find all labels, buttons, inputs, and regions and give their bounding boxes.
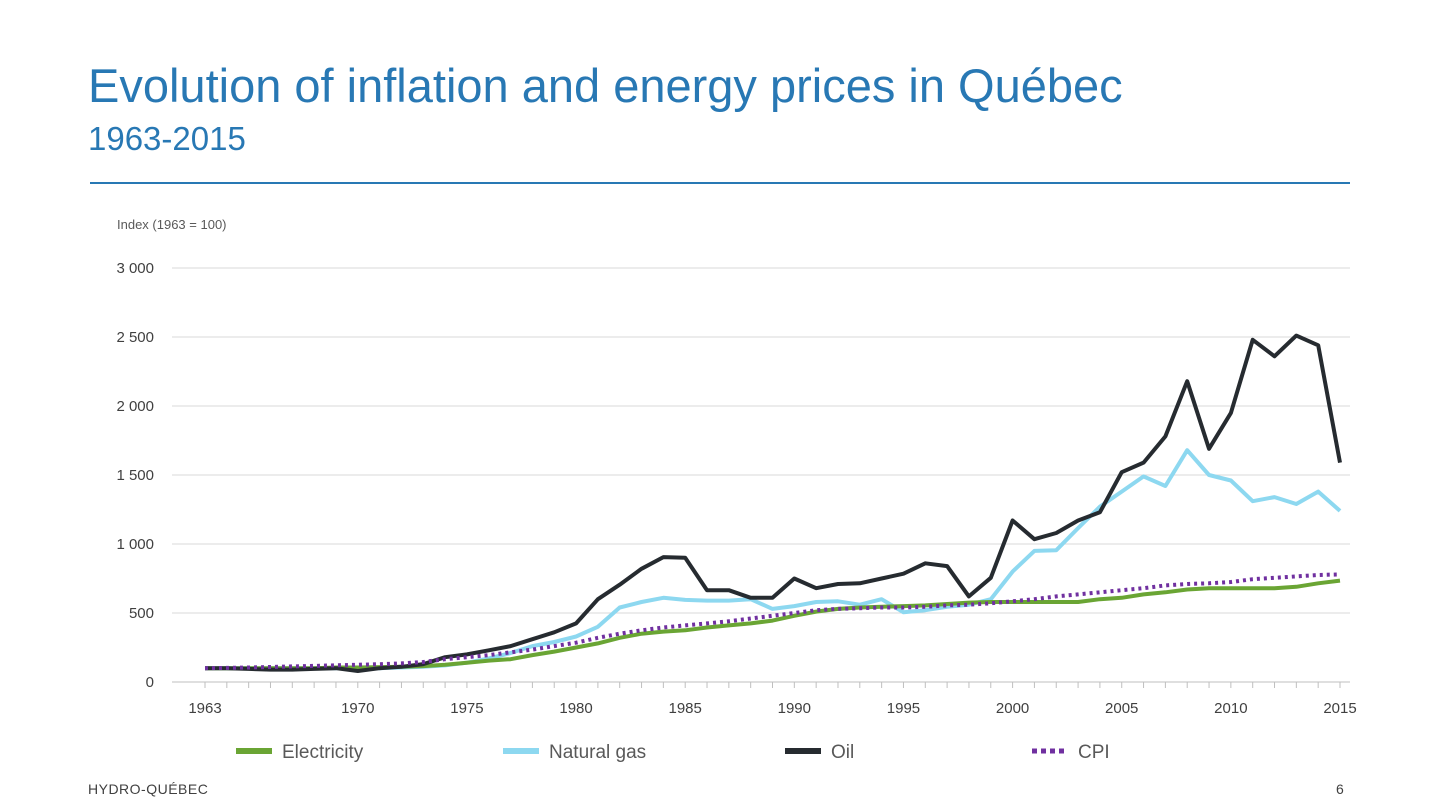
- x-tick-label: 2015: [1323, 700, 1356, 717]
- legend-label: Natural gas: [549, 742, 646, 763]
- title-divider: [90, 182, 1350, 184]
- y-tick-label: 3 000: [116, 260, 154, 277]
- legend-label: CPI: [1078, 742, 1110, 763]
- series-line-oil: [205, 333, 1342, 673]
- y-tick-label: 1 000: [116, 536, 154, 553]
- x-tick-label: 2000: [996, 700, 1029, 717]
- x-tick-label: 1970: [341, 700, 374, 717]
- x-tick-label: 1985: [669, 700, 702, 717]
- legend-label: Oil: [831, 742, 854, 763]
- x-tick-label: 2005: [1105, 700, 1138, 717]
- page-number: 6: [1336, 781, 1344, 797]
- legend-label: Electricity: [282, 742, 364, 763]
- series-line-cpi: [204, 572, 1341, 671]
- x-axis: 1963 1970 1975 1980 1985 1990 1995 2000 2005 2010…: [188, 682, 1357, 717]
- x-tick-label: 1995: [887, 700, 920, 717]
- y-axis-title: Index (1963 = 100): [117, 217, 227, 232]
- x-tick-label: 1975: [450, 700, 483, 717]
- x-tick-label: 1963: [188, 700, 221, 717]
- y-tick-label: 2 000: [116, 398, 154, 415]
- footer-brand: HYDRO-QUÉBEC: [88, 781, 209, 797]
- y-axis: 0 500 1 000 1 500 2 000 2 500 3 000: [116, 260, 154, 691]
- series-line-electricity: [205, 578, 1341, 671]
- y-tick-label: 500: [129, 605, 154, 622]
- page-title: Evolution of inflation and energy prices…: [88, 59, 1123, 112]
- series-line-natural-gas: [205, 448, 1342, 671]
- x-tick-label: 2010: [1214, 700, 1247, 717]
- legend: Electricity Natural gas Oil CPI: [236, 742, 1110, 763]
- x-tick-label: 1980: [559, 700, 592, 717]
- grid: [172, 267, 1350, 683]
- series-lines: [204, 333, 1342, 673]
- y-tick-label: 2 500: [116, 329, 154, 346]
- y-tick-label: 0: [146, 674, 154, 691]
- y-tick-label: 1 500: [116, 467, 154, 484]
- page-subtitle: 1963-2015: [88, 120, 246, 157]
- x-tick-label: 1990: [778, 700, 811, 717]
